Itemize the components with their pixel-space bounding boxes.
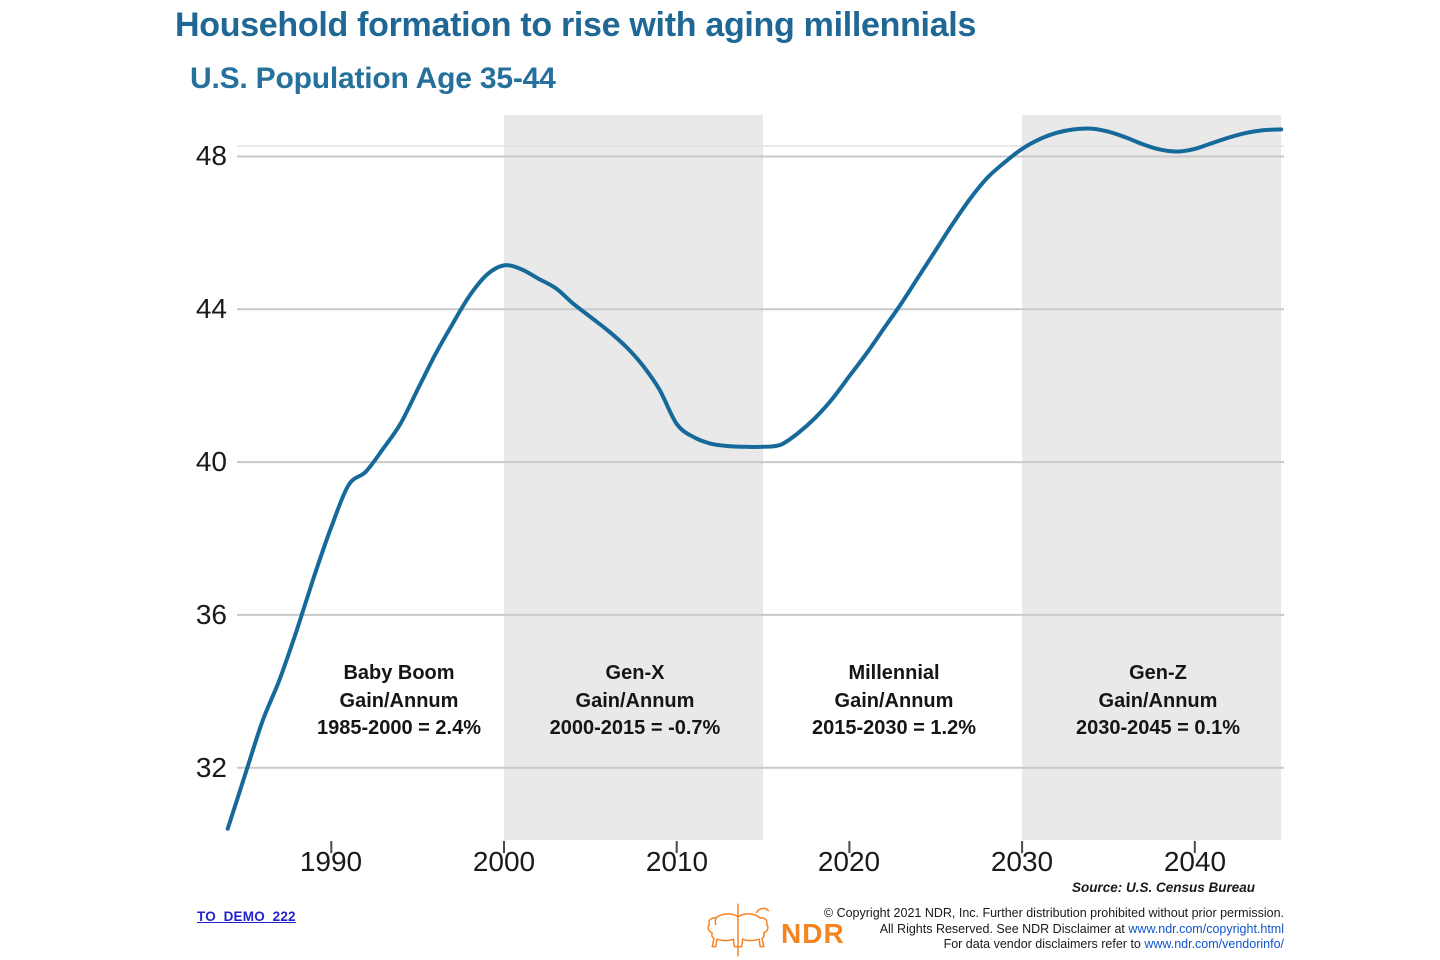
annotation-line: Gen-X — [605, 662, 665, 684]
annotation-line: 1985-2000 = 2.4% — [316, 717, 482, 739]
annotation-line: Gain/Annum — [834, 689, 954, 712]
annotation-line: Gain/Annum — [575, 689, 695, 712]
y-axis-label: 32 — [195, 752, 227, 783]
copyright-line-2-text: All Rights Reserved. See NDR Disclaimer … — [879, 921, 1129, 936]
annotation-line: 2030-2045 = 0.1% — [1075, 717, 1241, 739]
copyright-line-3: For data vendor disclaimers refer to www… — [824, 937, 1284, 953]
annotation-line: Millennial — [848, 662, 940, 684]
x-axis-label: 2030 — [990, 846, 1054, 877]
x-axis-label: 2010 — [645, 846, 709, 877]
annotation-line: 2015-2030 = 1.2% — [811, 717, 977, 739]
annotation-line: Gen-Z — [1129, 662, 1187, 684]
copyright-link[interactable]: www.ndr.com/copyright.html — [1128, 921, 1284, 936]
y-axis-label: 48 — [195, 140, 227, 171]
annotation-line: Baby Boom — [343, 662, 455, 684]
copyright-block: © Copyright 2021 NDR, Inc. Further distr… — [824, 906, 1284, 953]
copyright-line-2: All Rights Reserved. See NDR Disclaimer … — [824, 922, 1284, 938]
y-axis-label: 40 — [195, 446, 227, 477]
shaded-band — [504, 115, 764, 840]
chart-title: Household formation to rise with aging m… — [175, 6, 977, 44]
vendor-line-text: For data vendor disclaimers refer to — [943, 937, 1145, 951]
annotation-line: 2000-2015 = -0.7% — [549, 717, 721, 739]
annotation-gen-x: Gen-X Gain/Annum 2000-2015 = -0.7% — [495, 660, 775, 743]
ndr-logo: NDR — [703, 903, 845, 957]
chart-subtitle: U.S. Population Age 35-44 — [190, 62, 556, 95]
population-line — [225, 126, 1284, 831]
x-axis-label: 1990 — [299, 846, 363, 877]
shaded-band — [1022, 115, 1282, 840]
annotation-line: Gain/Annum — [1098, 689, 1218, 712]
annotation-millennial: Millennial Gain/Annum 2015-2030 = 1.2% — [754, 660, 1034, 743]
ndr-logo-text: NDR — [781, 918, 845, 949]
x-axis-label: 2000 — [472, 846, 536, 877]
chart-id-link[interactable]: TO_DEMO_222 — [197, 909, 296, 924]
annotation-baby-boom: Baby Boom Gain/Annum 1985-2000 = 2.4% — [259, 660, 539, 743]
y-axis-label: 36 — [195, 599, 227, 630]
x-axis-label: 2020 — [817, 846, 881, 877]
annotation-gen-z: Gen-Z Gain/Annum 2030-2045 = 0.1% — [1018, 660, 1298, 743]
vendor-info-link[interactable]: www.ndr.com/vendorinfo/ — [1144, 937, 1284, 951]
x-axis-label: 2040 — [1163, 846, 1227, 877]
y-axis-label: 44 — [195, 293, 227, 324]
source-note: Source: U.S. Census Bureau — [1071, 880, 1255, 895]
ndr-bear-bull-icon — [707, 903, 770, 957]
annotation-line: Gain/Annum — [339, 689, 459, 712]
copyright-line-1: © Copyright 2021 NDR, Inc. Further distr… — [823, 906, 1284, 920]
